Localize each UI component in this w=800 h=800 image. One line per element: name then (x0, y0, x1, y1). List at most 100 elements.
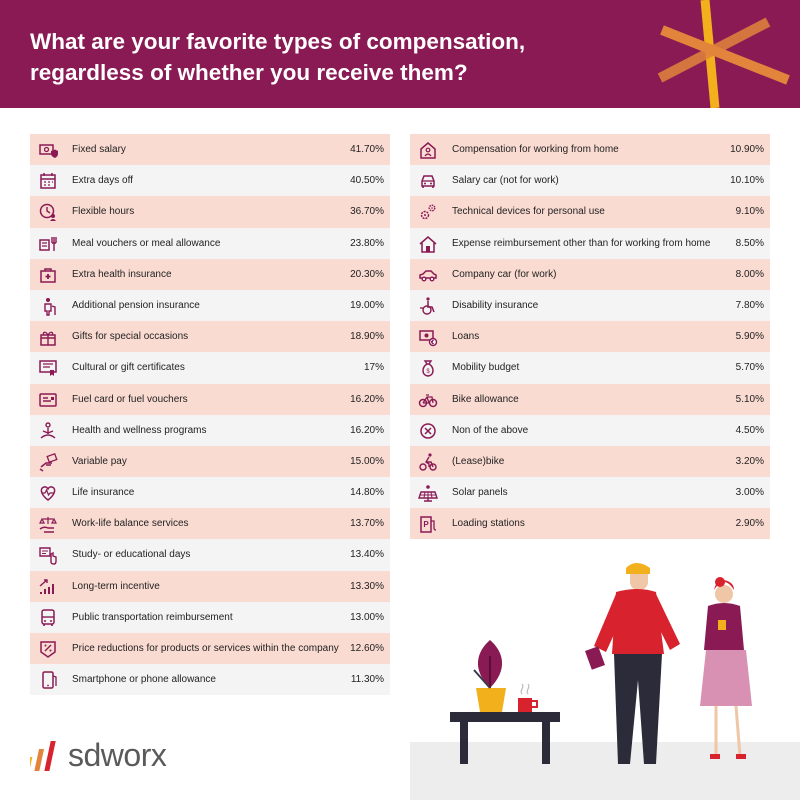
balance-hand-icon (38, 514, 58, 534)
compensation-label: Non of the above (452, 424, 529, 436)
study-icon (38, 545, 58, 566)
compensation-row: Solar panels 3.00% (410, 477, 770, 509)
meditation-icon (38, 421, 58, 441)
compensation-label: Compensation for working from home (452, 144, 619, 155)
clock-person-icon (38, 202, 58, 222)
fuel-card-icon (38, 390, 58, 410)
money-shield-icon (38, 140, 58, 160)
floor (410, 742, 800, 800)
calendar-icon (38, 171, 58, 191)
compensation-percentage: 10.90% (730, 144, 764, 155)
logo-mark-icon (24, 741, 56, 771)
compensation-row: Life insurance 14.80% (30, 477, 390, 509)
compensation-percentage: 2.90% (735, 518, 764, 530)
svg-text:$: $ (426, 369, 430, 375)
compensation-row: Variable pay 15.00% (30, 445, 390, 478)
compensation-label: Meal vouchers or meal allowance (72, 237, 221, 249)
compensation-percentage: 3.20% (735, 455, 764, 467)
compensation-row: Long-term incentive 13.30% (30, 570, 390, 602)
gift-icon (38, 327, 58, 347)
compensation-percentage: 5.10% (735, 393, 764, 405)
charging-station-icon: P (418, 514, 438, 534)
compensation-label: Cultural or gift certificates (72, 362, 185, 374)
wheelchair-icon (418, 296, 438, 316)
compensation-label: (Lease)bike (452, 455, 505, 467)
compensation-label: Disability insurance (452, 299, 539, 311)
meal-voucher-icon (38, 234, 58, 254)
logo-text: sdworx (68, 737, 167, 773)
compensation-percentage: 16.20% (350, 393, 384, 405)
coffee-table (450, 712, 560, 722)
compensation-row: Company car (for work) 8.00% (410, 258, 770, 290)
hand-money-icon (38, 452, 58, 472)
compensation-label: Solar panels (452, 487, 508, 499)
compensation-row: Bike allowance 5.10% (410, 383, 770, 415)
compensation-row: Health and wellness programs 16.20% (30, 414, 390, 446)
compensation-label: Life insurance (72, 487, 135, 499)
compensation-row: Extra days off 40.50% (30, 165, 390, 197)
compensation-label: Health and wellness programs (72, 424, 207, 436)
compensation-label: Fixed salary (72, 144, 126, 155)
compensation-percentage: 8.00% (735, 268, 764, 280)
home-person-icon (418, 140, 438, 160)
woman-figure (700, 577, 752, 759)
compensation-row: Meal vouchers or meal allowance 23.80% (30, 227, 390, 259)
compensation-percentage: 10.10% (730, 175, 764, 187)
cyclist-icon (418, 452, 438, 472)
compensation-row: Public transportation reimbursement 13.00… (30, 601, 390, 633)
compensation-row: Study- or educational days 13.40% (30, 539, 390, 571)
money-bag-icon: $ (418, 358, 438, 378)
compensation-percentage: 12.60% (350, 643, 384, 654)
man-figure (585, 563, 680, 764)
compensation-percentage: 13.00% (350, 611, 384, 623)
compensation-label: Fuel card or fuel vouchers (72, 393, 188, 405)
car-side-icon (418, 265, 438, 285)
compensation-percentage: 5.70% (735, 362, 764, 374)
compensation-row: Salary car (not for work) 10.10% (410, 165, 770, 197)
compensation-row: Gifts for special occasions 18.90% (30, 321, 390, 353)
compensation-label: Smartphone or phone allowance (72, 674, 216, 686)
compensation-percentage: 20.30% (350, 268, 384, 280)
compensation-row: Flexible hours 36.70% (30, 196, 390, 228)
compensation-row: P Loading stations 2.90% (410, 508, 770, 540)
compensation-label: Bike allowance (452, 393, 519, 405)
header-banner: What are your favorite types of compensa… (0, 0, 800, 108)
compensation-label: Expense reimbursement other than for wor… (452, 237, 711, 249)
compensation-row: (Lease)bike 3.20% (410, 445, 770, 478)
cross-decoration-icon (657, 0, 790, 108)
compensation-row: Smartphone or phone allowance 11.30% (30, 664, 390, 696)
compensation-label: Loading stations (452, 518, 525, 530)
bicycle-icon (418, 390, 438, 410)
compensation-row: Price reductions for products or service… (30, 633, 390, 665)
compensation-label: Extra health insurance (72, 268, 172, 280)
compensation-percentage: 9.10% (735, 206, 764, 218)
compensation-row: Loans 5.90% (410, 321, 770, 353)
compensation-label: Flexible hours (72, 206, 135, 218)
medical-kit-icon (38, 265, 58, 285)
compensation-percentage: 41.70% (350, 144, 384, 155)
compensation-row: Technical devices for personal use 9.10% (410, 196, 770, 228)
sdworx-logo: sdworx (24, 735, 190, 775)
compensation-label: Public transportation reimbursement (72, 611, 233, 623)
compensation-label: Work-life balance services (72, 518, 189, 530)
compensation-row: Work-life balance services 13.70% (30, 508, 390, 540)
cross-circle-icon (418, 421, 438, 441)
compensation-percentage: 13.40% (350, 549, 384, 561)
compensation-percentage: 36.70% (350, 206, 384, 218)
compensation-percentage: 11.30% (350, 674, 384, 686)
compensation-label: Company car (for work) (452, 268, 557, 280)
compensation-label: Long-term incentive (72, 580, 160, 592)
certificate-icon (38, 358, 58, 378)
compensation-percentage: 3.00% (735, 487, 764, 499)
compensation-percentage: 18.90% (350, 331, 384, 343)
svg-text:P: P (423, 520, 429, 529)
page-title: What are your favorite types of compensa… (30, 29, 526, 85)
compensation-label: Gifts for special occasions (72, 331, 189, 343)
compensation-label: Extra days off (72, 175, 133, 187)
compensation-row: Additional pension insurance 19.00% (30, 289, 390, 322)
compensation-percentage: 5.90% (735, 331, 764, 343)
compensation-percentage: 17% (363, 362, 384, 374)
compensation-label: Study- or educational days (72, 549, 191, 561)
compensation-row: Compensation for working from home 10.90% (410, 134, 770, 166)
bus-icon (38, 608, 58, 628)
